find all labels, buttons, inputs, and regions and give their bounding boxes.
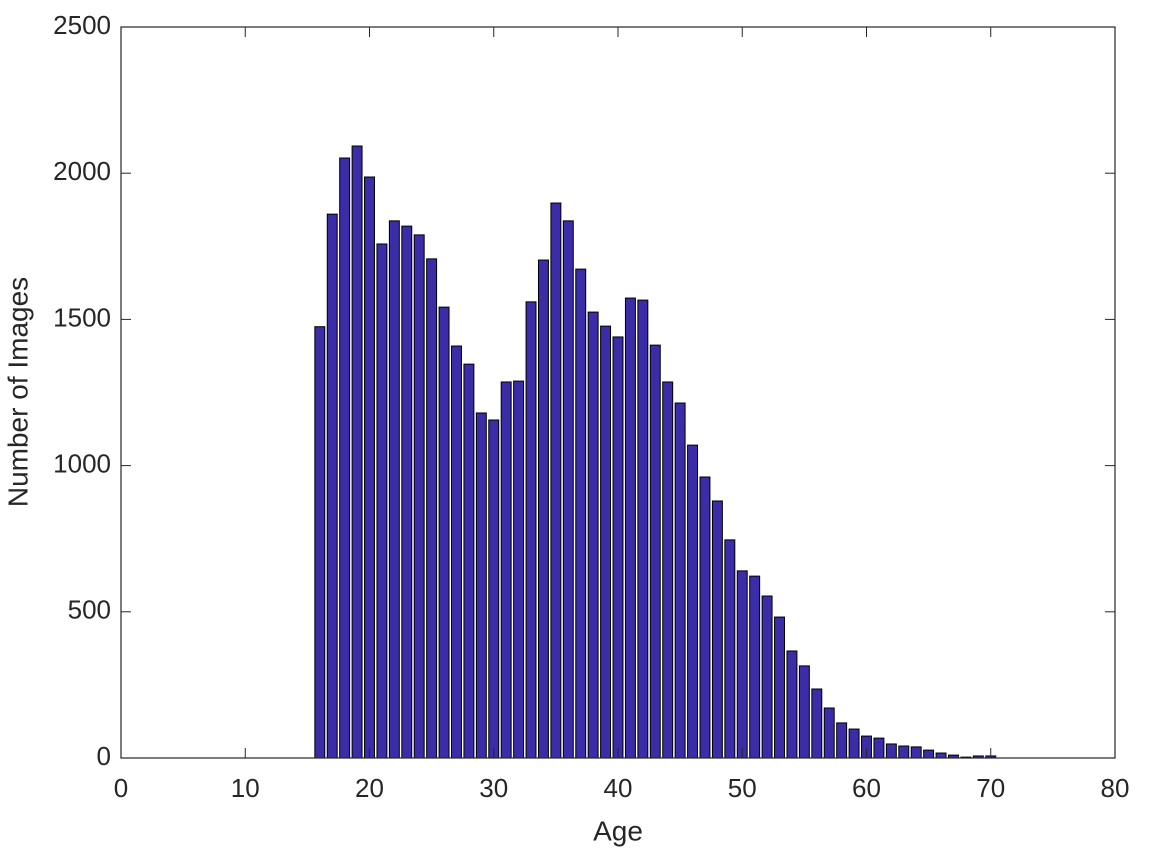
bar <box>836 722 848 759</box>
x-tick-label: 50 <box>728 773 757 803</box>
y-tick-label: 0 <box>97 741 111 771</box>
bar <box>463 363 475 759</box>
bar <box>475 412 487 759</box>
y-tick-label: 2000 <box>53 156 111 186</box>
bar <box>488 419 500 759</box>
bar <box>923 749 935 759</box>
bar <box>500 381 512 759</box>
y-tick-label: 2500 <box>53 10 111 40</box>
bar <box>749 575 761 759</box>
bar <box>885 743 897 759</box>
bar <box>910 746 922 759</box>
bar <box>935 752 947 759</box>
x-tick-label: 10 <box>231 773 260 803</box>
bar <box>848 728 860 759</box>
bar <box>376 243 388 759</box>
x-tick-label: 30 <box>479 773 508 803</box>
y-axis-label: Number of Images <box>2 277 33 507</box>
bar <box>798 665 810 759</box>
bar <box>699 476 711 759</box>
x-tick-label: 80 <box>1101 773 1130 803</box>
x-tick-label: 60 <box>852 773 881 803</box>
bar <box>351 145 363 759</box>
bar <box>649 344 661 759</box>
bar <box>898 745 910 759</box>
bar <box>314 326 326 759</box>
y-tick-label: 1000 <box>53 448 111 478</box>
bar <box>711 500 723 759</box>
bar <box>724 539 736 759</box>
bar <box>674 402 686 759</box>
x-tick-label: 0 <box>114 773 128 803</box>
bar <box>600 325 612 759</box>
bar <box>401 225 413 759</box>
bar <box>624 297 636 759</box>
x-tick-label: 70 <box>976 773 1005 803</box>
bar <box>637 299 649 759</box>
bar <box>612 336 624 759</box>
y-tick-label: 500 <box>68 595 111 625</box>
bar <box>326 213 338 759</box>
bar <box>513 380 525 759</box>
bar <box>761 595 773 759</box>
bar <box>786 650 798 759</box>
bar <box>451 345 462 759</box>
x-axis-label: Age <box>593 815 643 846</box>
bar <box>774 616 785 759</box>
bar <box>388 220 400 759</box>
bar <box>562 220 574 759</box>
x-tick-label: 40 <box>604 773 633 803</box>
bar <box>687 444 699 759</box>
bar <box>662 381 674 759</box>
bar <box>575 268 587 759</box>
bar <box>438 306 450 759</box>
bar <box>364 176 375 759</box>
bar <box>525 301 537 759</box>
bar <box>811 688 823 759</box>
x-tick-label: 20 <box>355 773 384 803</box>
bar <box>339 157 351 759</box>
bar <box>587 311 599 759</box>
bar <box>426 258 438 759</box>
bar <box>823 707 835 759</box>
bar <box>537 259 549 759</box>
bar <box>413 234 425 759</box>
bar <box>736 570 748 759</box>
bar <box>873 737 885 759</box>
bar <box>550 202 562 759</box>
y-tick-label: 1500 <box>53 302 111 332</box>
